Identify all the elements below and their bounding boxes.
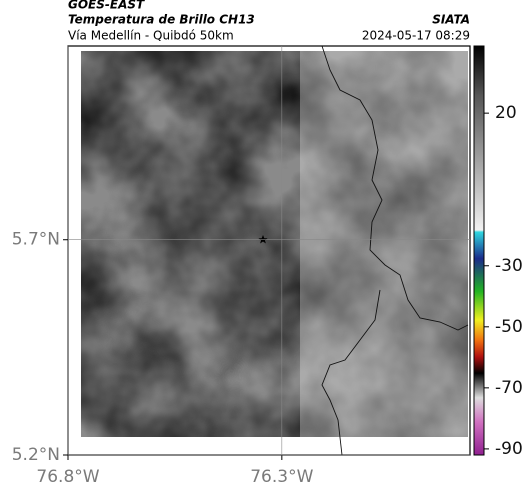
location-marker: [258, 235, 268, 244]
colorbar: [473, 45, 485, 456]
colorbar-tick-label: -70: [495, 378, 523, 398]
x-tick-label: 76.3°W: [250, 467, 313, 487]
y-tick-label: 5.7°N: [12, 230, 60, 250]
org: SIATA: [432, 13, 470, 27]
colorbar-tick-label: 20: [495, 103, 517, 123]
region: Vía Medellín - Quibdó 50km: [68, 29, 234, 43]
product: Temperatura de Brillo CH13: [68, 13, 255, 27]
colorbar-tick-label: -90: [495, 439, 523, 459]
satellite-image: [81, 51, 468, 437]
datetime: 2024-05-17 08:29: [362, 29, 470, 43]
y-tick-label: 5.2°N: [12, 445, 60, 465]
source: GOES-EAST: [68, 0, 145, 12]
x-tick-label: 76.8°W: [36, 467, 99, 487]
colorbar-tick-label: -50: [495, 317, 523, 337]
colorbar-tick-label: -30: [495, 256, 523, 276]
border-line: [321, 45, 469, 456]
